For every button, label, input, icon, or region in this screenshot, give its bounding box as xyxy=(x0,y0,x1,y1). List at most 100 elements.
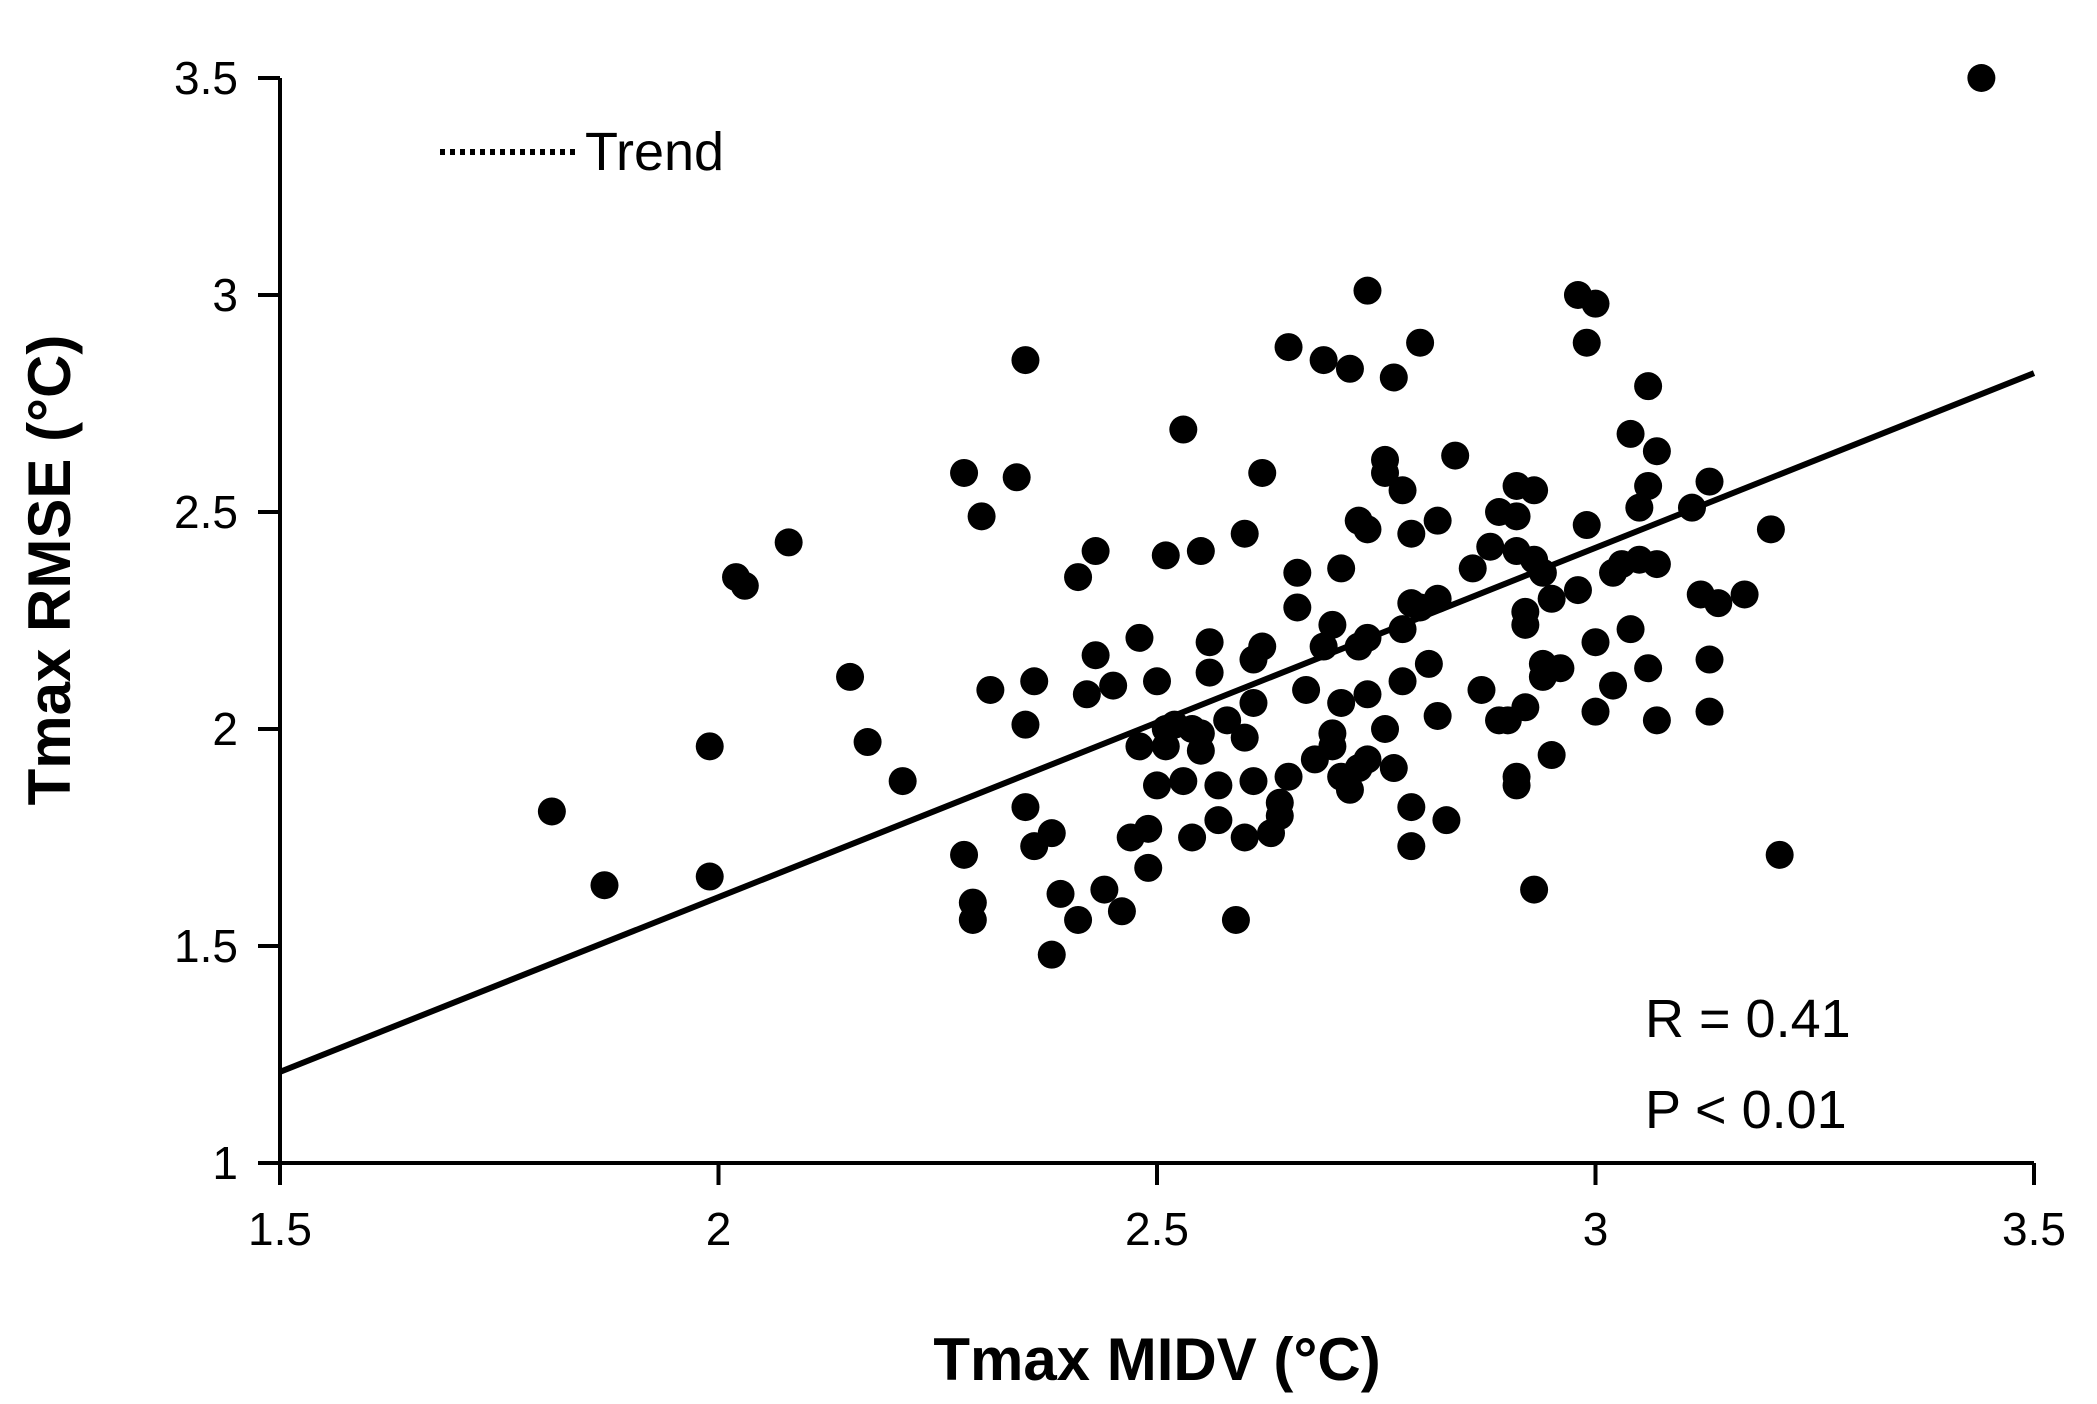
data-point xyxy=(695,862,724,891)
data-point xyxy=(1704,589,1733,618)
data-point xyxy=(1371,715,1400,743)
data-point xyxy=(1599,671,1628,700)
data-point xyxy=(1695,697,1724,726)
data-point xyxy=(537,797,566,826)
data-point xyxy=(1581,289,1610,318)
data-point xyxy=(1528,558,1557,587)
data-point xyxy=(1546,654,1575,683)
data-point xyxy=(1186,719,1215,748)
data-point xyxy=(1011,793,1040,822)
data-point xyxy=(1318,610,1347,639)
data-point xyxy=(1011,710,1040,739)
data-point xyxy=(950,840,979,869)
data-point xyxy=(1283,593,1312,622)
data-point xyxy=(1353,680,1382,709)
data-points xyxy=(537,64,1996,969)
data-point xyxy=(1423,584,1452,613)
data-point xyxy=(1563,576,1592,605)
data-point xyxy=(1081,641,1110,670)
data-point xyxy=(1046,879,1075,908)
data-point xyxy=(888,767,917,796)
data-point xyxy=(1616,615,1645,644)
data-point xyxy=(774,528,803,557)
data-point xyxy=(1020,667,1049,696)
data-point xyxy=(1081,537,1110,566)
data-point xyxy=(1388,667,1417,696)
data-point xyxy=(853,728,882,757)
legend: Trend xyxy=(440,122,724,182)
data-point xyxy=(1423,701,1452,730)
data-point xyxy=(1414,649,1443,678)
data-point xyxy=(1616,419,1645,448)
y-tick-label: 1 xyxy=(212,1137,238,1189)
y-axis-title: Tmax RMSE (°C) xyxy=(16,335,83,806)
data-point xyxy=(1642,706,1671,735)
data-point xyxy=(1502,502,1531,531)
data-point xyxy=(1248,632,1277,661)
x-tick-label: 1.5 xyxy=(248,1203,312,1255)
x-tick-label: 3.5 xyxy=(2002,1203,2066,1255)
data-point xyxy=(1397,832,1426,861)
data-point xyxy=(1178,823,1207,852)
data-point xyxy=(1695,645,1724,674)
data-point xyxy=(1099,671,1128,700)
data-point xyxy=(1581,628,1610,657)
data-point xyxy=(976,675,1005,704)
data-point xyxy=(1511,610,1540,639)
data-point xyxy=(1353,276,1382,305)
data-point xyxy=(1520,476,1549,505)
data-point xyxy=(1195,628,1224,657)
data-point xyxy=(1520,875,1549,904)
x-tick-label: 2.5 xyxy=(1125,1203,1189,1255)
data-point xyxy=(1072,680,1101,709)
data-point xyxy=(1125,623,1154,652)
data-point xyxy=(1169,415,1198,444)
data-point xyxy=(1204,771,1233,800)
data-point xyxy=(1765,840,1794,869)
x-tick-label: 2 xyxy=(706,1203,732,1255)
data-point xyxy=(1371,458,1400,487)
data-point xyxy=(1634,372,1663,401)
data-point xyxy=(1634,654,1663,683)
data-point xyxy=(1292,675,1321,704)
data-point xyxy=(1151,541,1180,570)
data-point xyxy=(1248,458,1277,487)
data-point xyxy=(1230,519,1259,548)
data-point xyxy=(1143,771,1171,800)
data-point xyxy=(1239,688,1268,717)
data-point xyxy=(1634,471,1663,500)
data-point xyxy=(1625,493,1654,522)
y-tick-label: 2 xyxy=(212,703,238,755)
data-point xyxy=(1476,532,1505,561)
data-point xyxy=(1213,706,1242,735)
data-point xyxy=(1283,558,1312,587)
r-annotation: R = 0.41 xyxy=(1645,989,1851,1049)
data-point xyxy=(1221,905,1250,934)
data-point xyxy=(1537,741,1566,770)
y-tick-label: 3 xyxy=(212,269,238,321)
data-point xyxy=(967,502,996,531)
data-point xyxy=(1037,819,1066,848)
data-point xyxy=(1274,333,1303,362)
y-tick-label: 3.5 xyxy=(174,52,238,104)
data-point xyxy=(1581,697,1610,726)
data-point xyxy=(1327,554,1356,583)
data-point xyxy=(1967,64,1996,92)
data-point xyxy=(1458,554,1487,583)
data-point xyxy=(1134,853,1163,882)
data-point xyxy=(1064,905,1093,934)
data-point xyxy=(1090,875,1119,904)
data-point xyxy=(1195,658,1224,687)
data-point xyxy=(1756,515,1785,544)
data-point xyxy=(1011,346,1040,375)
data-point xyxy=(1143,667,1171,696)
data-point xyxy=(1169,767,1198,796)
x-axis-title: Tmax MIDV (°C) xyxy=(933,1326,1380,1393)
data-point xyxy=(1318,732,1347,761)
data-point xyxy=(1309,632,1338,661)
data-point xyxy=(1002,463,1031,492)
data-point xyxy=(1379,363,1408,392)
data-point xyxy=(1537,584,1566,613)
data-point xyxy=(1107,897,1136,926)
